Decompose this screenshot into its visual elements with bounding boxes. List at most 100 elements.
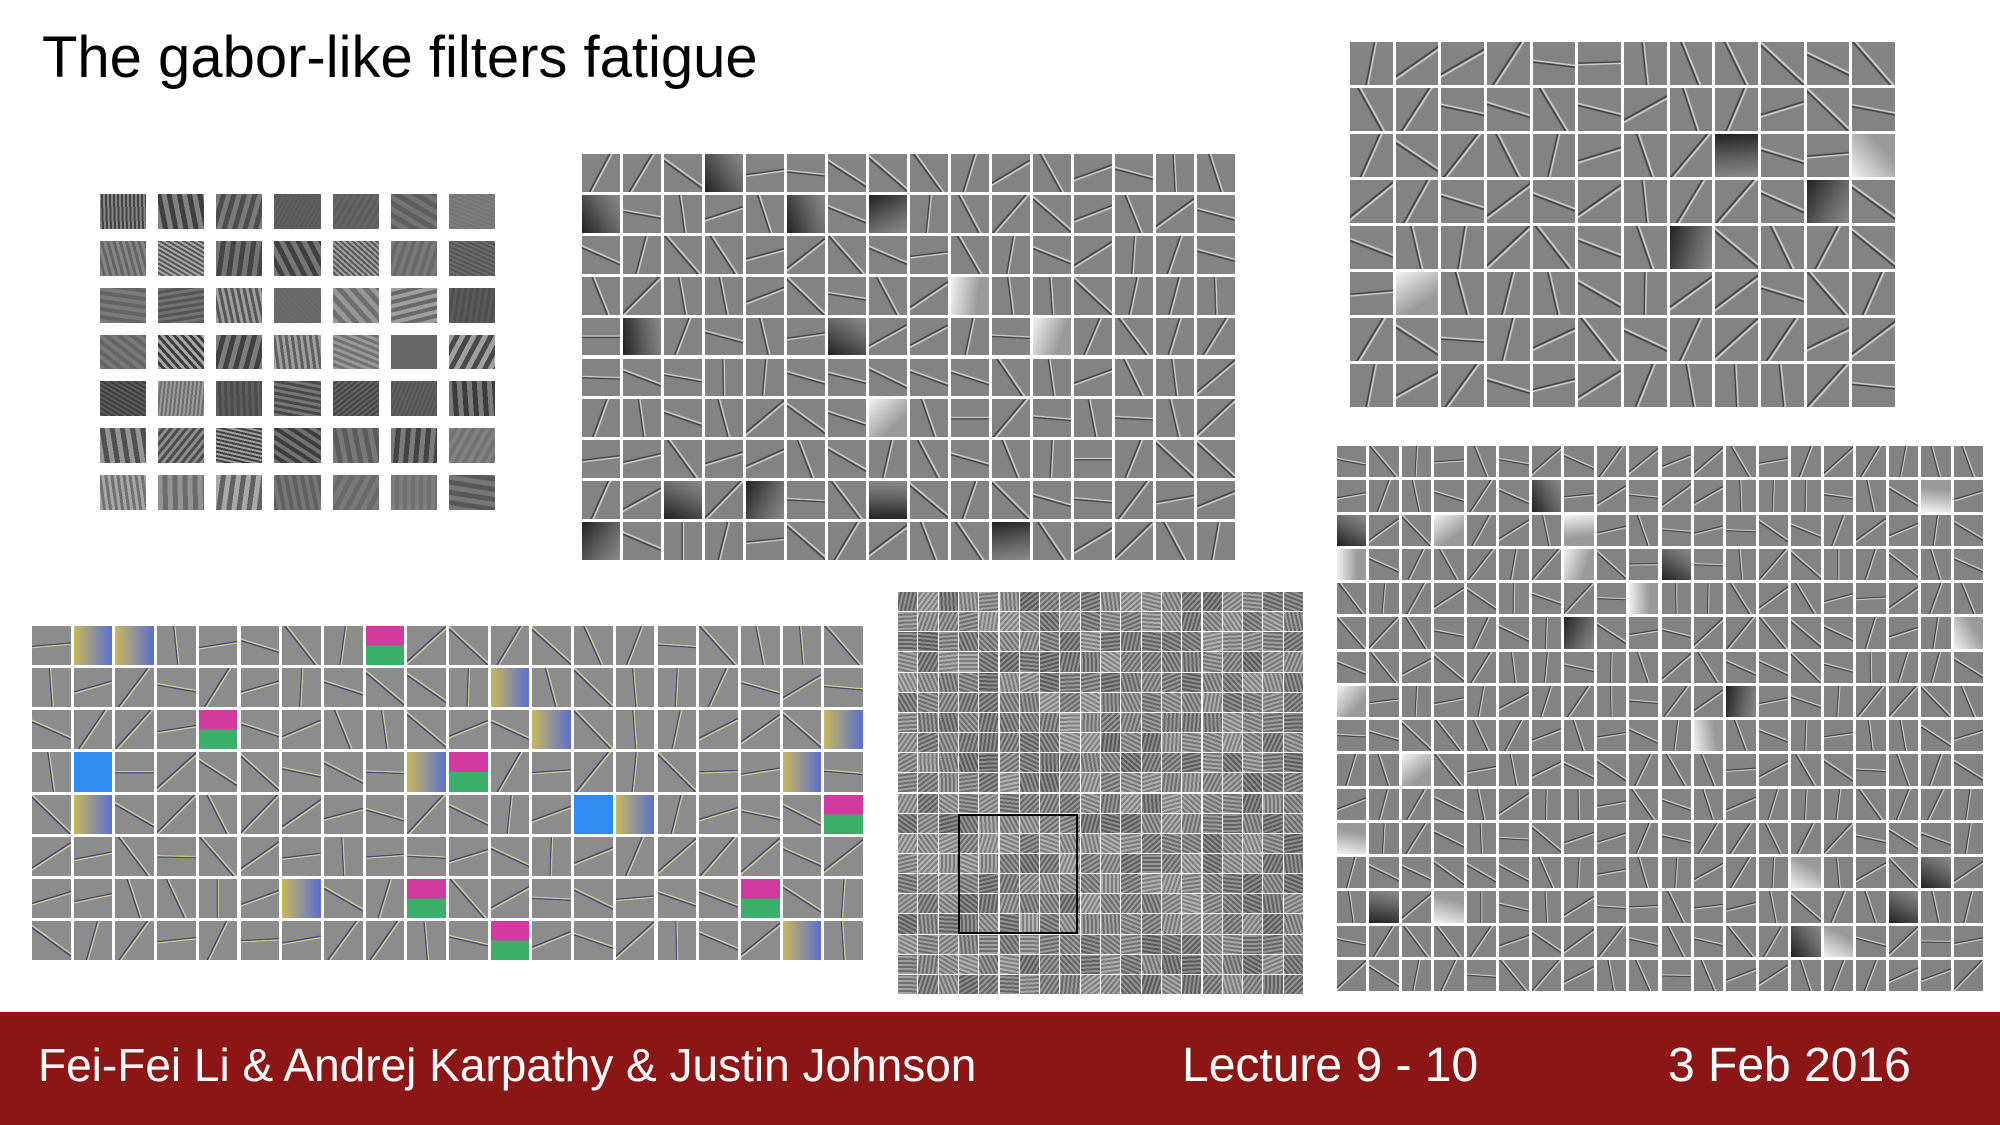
filter-tile [158,240,205,276]
filter-tile [999,592,1019,612]
filter-tile [1395,88,1439,131]
filter-tile [1487,88,1530,131]
filter-tile [1141,632,1161,652]
filter-tile [1121,934,1141,954]
filter-tile [1856,857,1886,889]
filter-tile [407,878,446,918]
filter-tile [979,672,999,692]
filter-tile [532,920,572,960]
filter-tile [407,920,446,960]
filter-tile [1806,88,1850,131]
filter-tile [1852,272,1895,315]
filter-tile [1156,358,1194,397]
filter-tile [1823,617,1854,649]
filter-tile [787,317,825,356]
filter-tile [1080,733,1100,753]
filter-tile [1921,925,1951,957]
filter-tile [1564,685,1594,717]
filter-tile [1283,954,1303,974]
filter-tile [1661,891,1691,923]
filter-tile [1761,364,1804,407]
grayscale-filter-grid-small [100,194,495,510]
filter-tile [1202,692,1222,712]
filter-tile [100,194,147,229]
filter-tile [1263,813,1283,833]
filter-tile [1564,514,1594,546]
filter-tile [582,235,620,274]
filter-tile [1888,754,1919,786]
filter-tile [1283,753,1303,773]
filter-tile [1629,583,1659,615]
filter-tile [979,753,999,773]
filter-tile [1726,822,1756,854]
filter-tile [615,920,655,960]
filter-tile [1197,481,1235,520]
filter-tile [1953,685,1983,717]
filter-tile [1401,617,1432,649]
filter-tile [999,874,1019,894]
filter-tile [898,813,918,833]
filter-tile [1487,226,1530,269]
filter-tile [746,399,784,438]
filter-tile [407,626,446,666]
filter-tile [532,668,572,708]
filter-tile [574,878,613,918]
filter-tile [787,154,825,192]
filter-tile [1401,754,1432,786]
filter-tile [1060,833,1080,853]
filter-tile [898,733,918,753]
filter-tile [664,440,702,479]
filter-tile [1629,754,1659,786]
filter-tile [1222,592,1243,612]
filter-tile [1040,712,1060,733]
filter-tile [1532,318,1576,361]
filter-tile [951,399,989,438]
filter-tile [999,612,1019,632]
filter-tile [198,878,238,918]
filter-tile [979,712,999,733]
filter-tile [1823,583,1854,615]
filter-tile [1499,514,1529,546]
filter-tile [1141,692,1161,712]
filter-tile [999,853,1019,874]
filter-tile [1564,925,1594,957]
filter-tile [938,592,958,612]
filter-tile [1074,481,1112,520]
filter-tile [1434,857,1464,889]
filter-tile [1080,914,1100,934]
filter-tile [1693,446,1724,478]
filter-tile [1156,481,1194,520]
filter-tile [992,399,1030,438]
filter-tile [1466,891,1497,923]
filter-tile [1040,833,1060,853]
filter-tile [1578,88,1621,131]
filter-tile [274,334,321,370]
filter-tile [824,836,863,876]
filter-tile [1337,617,1367,649]
filter-tile [73,878,113,918]
filter-tile [100,475,147,510]
filter-tile [1337,651,1367,683]
filter-tile [1669,272,1713,315]
filter-tile [979,773,999,793]
filter-tile [1624,272,1667,315]
filter-tile [1263,672,1283,692]
filter-tile [1263,934,1283,954]
filter-tile [1856,548,1886,580]
filter-tile [1921,857,1951,889]
filter-tile [1531,822,1562,854]
filter-tile [1669,42,1713,85]
filter-tile [1715,318,1758,361]
filter-tile [999,712,1019,733]
filter-tile [73,626,113,666]
filter-tile [115,626,155,666]
filter-tile [1596,720,1627,752]
filter-tile [1578,42,1621,85]
filter-tile [740,668,780,708]
filter-tile [1019,672,1040,692]
filter-tile [1080,954,1100,974]
filter-tile [1499,925,1529,957]
filter-tile [532,752,572,792]
filter-tile [898,712,918,733]
filter-tile [1115,276,1153,315]
